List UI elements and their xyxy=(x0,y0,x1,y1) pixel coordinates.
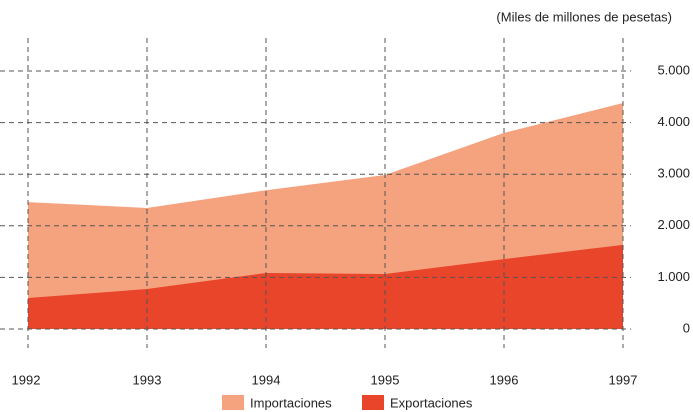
y-tick-label: 2.000 xyxy=(657,217,690,232)
legend-label: Importaciones xyxy=(250,395,332,410)
x-tick-label: 1992 xyxy=(12,372,41,387)
legend-label: Exportaciones xyxy=(390,395,473,410)
x-tick-label: 1993 xyxy=(133,372,162,387)
legend-swatch xyxy=(362,395,384,410)
y-tick-label: 0 xyxy=(683,320,690,335)
y-tick-label: 5.000 xyxy=(657,62,690,77)
y-tick-label: 4.000 xyxy=(657,114,690,129)
x-tick-label: 1996 xyxy=(490,372,519,387)
area xyxy=(28,244,623,329)
y-tick-label: 1.000 xyxy=(657,269,690,284)
legend-swatch xyxy=(222,395,244,410)
x-tick-label: 1995 xyxy=(371,372,400,387)
x-tick-label: 1994 xyxy=(252,372,281,387)
x-tick-label: 1997 xyxy=(609,372,638,387)
y-tick-label: 3.000 xyxy=(657,166,690,181)
unit-label: (Miles de millones de pesetas) xyxy=(496,9,672,24)
